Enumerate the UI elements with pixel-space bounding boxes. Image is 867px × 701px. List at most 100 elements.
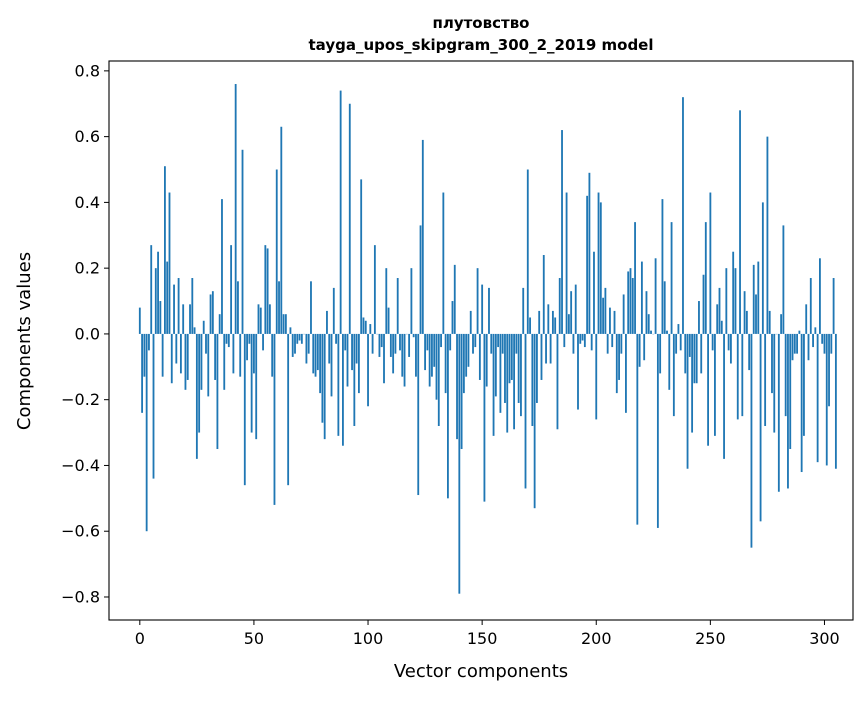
bar [141, 334, 143, 413]
bar [828, 334, 830, 406]
bar [410, 268, 412, 334]
bar [139, 308, 141, 334]
bar [760, 334, 762, 521]
bar [600, 202, 602, 334]
bar [276, 170, 278, 334]
bar [486, 334, 488, 387]
bar [561, 130, 563, 334]
bar [472, 334, 474, 354]
bar [367, 334, 369, 406]
bar [627, 271, 629, 333]
bar [242, 150, 244, 334]
bar [335, 334, 337, 344]
bar [310, 281, 312, 334]
bar [737, 334, 739, 419]
bar [385, 268, 387, 334]
bar [374, 245, 376, 334]
bar [550, 334, 552, 364]
bar [773, 334, 775, 433]
bar [739, 110, 741, 334]
bar [342, 334, 344, 446]
bar [321, 334, 323, 423]
bar [470, 311, 472, 334]
bar [675, 334, 677, 354]
bar [214, 334, 216, 380]
bar [531, 334, 533, 426]
bar [687, 334, 689, 469]
bar [643, 334, 645, 360]
bar [239, 334, 241, 377]
bar [287, 334, 289, 485]
bar [678, 324, 680, 334]
bar [552, 311, 554, 334]
bar [787, 334, 789, 489]
bar [778, 334, 780, 492]
bar [730, 334, 732, 364]
bar [426, 334, 428, 350]
bar [223, 334, 225, 390]
bar [641, 262, 643, 334]
bar [317, 334, 319, 370]
bar [244, 334, 246, 485]
bar [632, 278, 634, 334]
bar [278, 281, 280, 334]
bar [458, 334, 460, 594]
bar [420, 225, 422, 334]
bar [349, 104, 351, 334]
bar [623, 294, 625, 333]
bar [520, 334, 522, 416]
y-tick-label: 0.6 [75, 127, 100, 146]
bar [171, 334, 173, 383]
bar [803, 334, 805, 436]
bar [196, 334, 198, 459]
bar [586, 196, 588, 334]
bar [474, 334, 476, 347]
bar [819, 258, 821, 334]
bar [682, 97, 684, 334]
bar [255, 334, 257, 439]
bar [461, 334, 463, 449]
x-axis-label: Vector components [394, 661, 568, 682]
bar [805, 304, 807, 334]
bar [267, 248, 269, 333]
bar [826, 334, 828, 466]
bar [143, 334, 145, 377]
bar [735, 268, 737, 334]
bar [399, 334, 401, 350]
bar [422, 140, 424, 334]
bar [356, 334, 358, 364]
bar [604, 288, 606, 334]
bar [301, 334, 303, 344]
bar [369, 324, 371, 334]
bar [789, 334, 791, 449]
bar [237, 281, 239, 334]
bar [502, 334, 504, 354]
bar [153, 334, 155, 479]
bar [684, 334, 686, 373]
bar [271, 334, 273, 377]
bar [547, 304, 549, 334]
bar [365, 321, 367, 334]
bar [194, 327, 196, 334]
bar [668, 334, 670, 390]
bar [299, 334, 301, 341]
bar [748, 334, 750, 370]
bar [178, 278, 180, 334]
bar [602, 298, 604, 334]
bar [719, 288, 721, 334]
bar [296, 334, 298, 344]
bar [264, 245, 266, 334]
bar [771, 334, 773, 393]
bar [639, 334, 641, 367]
bar [808, 334, 810, 360]
bar [511, 334, 513, 380]
bar [634, 222, 636, 334]
bar [294, 334, 296, 354]
bar [408, 334, 410, 357]
bar [509, 334, 511, 383]
bar [442, 193, 444, 334]
bar [611, 334, 613, 347]
bar [246, 334, 248, 360]
bar [166, 262, 168, 334]
